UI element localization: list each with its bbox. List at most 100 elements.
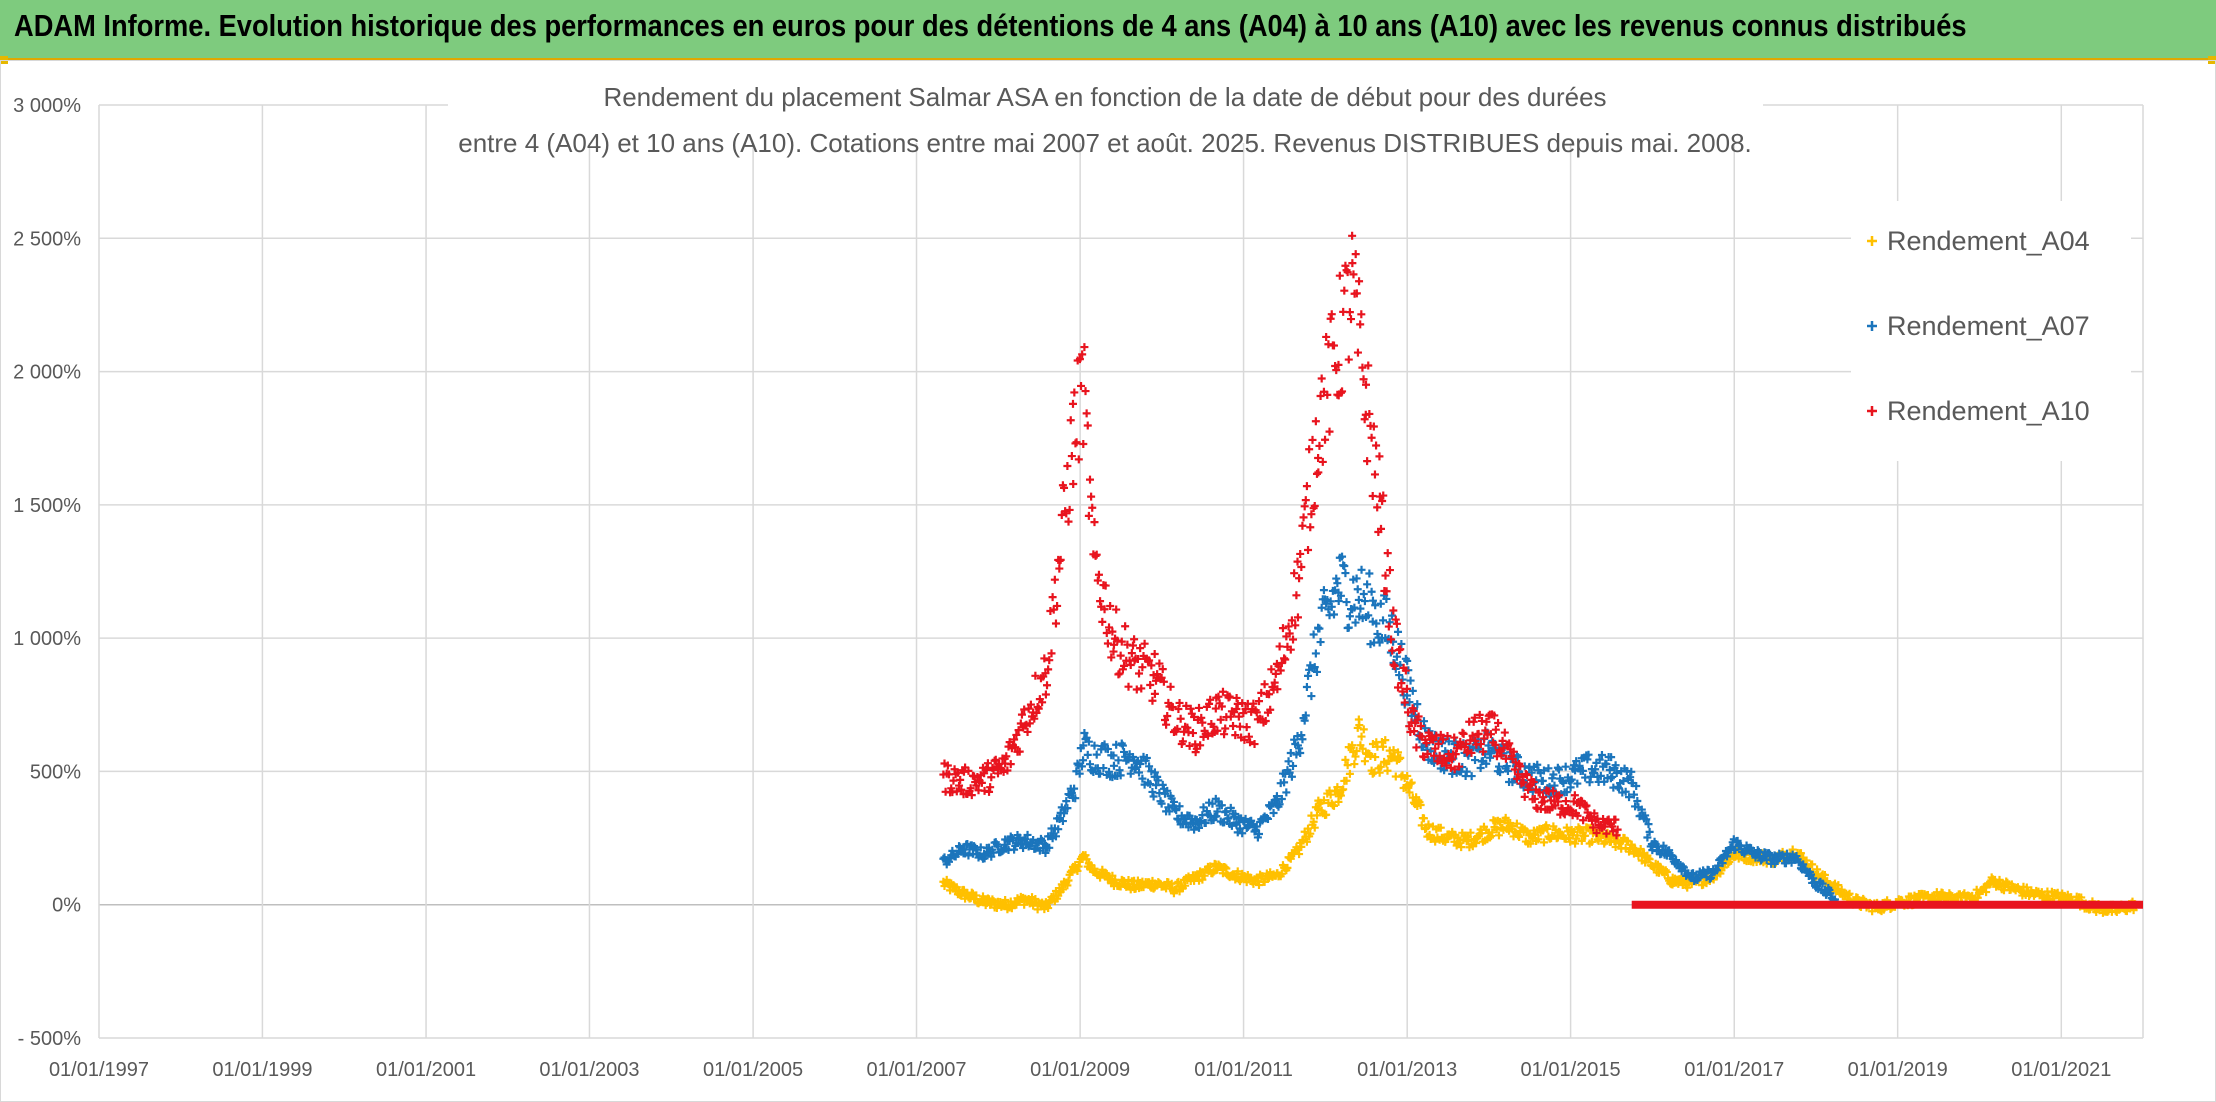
data-point <box>1160 716 1169 725</box>
data-point <box>1198 718 1207 727</box>
data-point <box>1105 623 1114 632</box>
data-point <box>1148 787 1157 796</box>
data-point <box>1174 705 1183 714</box>
data-point <box>1510 765 1519 774</box>
data-point <box>1280 778 1289 787</box>
data-point <box>1278 624 1287 633</box>
data-point <box>1024 704 1033 713</box>
data-point <box>1600 822 1609 831</box>
data-point <box>1054 825 1063 834</box>
data-point <box>1392 652 1401 661</box>
data-point <box>1397 639 1406 648</box>
data-point <box>1474 729 1483 738</box>
data-point <box>1063 804 1072 813</box>
data-point <box>1081 387 1090 396</box>
x-tick-label: 01/01/2021 <box>2011 1059 2111 1081</box>
data-point <box>1096 873 1105 882</box>
data-point <box>1514 753 1522 762</box>
data-point <box>1497 751 1506 760</box>
data-point <box>1063 462 1072 471</box>
data-point <box>1249 699 1258 708</box>
data-point <box>1461 739 1470 748</box>
data-point <box>1396 645 1405 654</box>
data-point <box>1367 587 1376 596</box>
x-tick-label: 01/01/2017 <box>1684 1059 1784 1081</box>
data-point <box>1169 797 1178 806</box>
title-background <box>448 63 1763 143</box>
data-point <box>1318 457 1327 466</box>
data-point <box>1533 760 1542 769</box>
data-point <box>1030 714 1039 723</box>
data-point <box>1475 710 1484 719</box>
data-point <box>1419 814 1428 823</box>
data-point <box>1065 505 1074 514</box>
data-point <box>1359 590 1368 599</box>
data-point <box>1379 491 1388 500</box>
header-banner: ADAM Informe. Evolution historique des p… <box>0 0 2216 60</box>
data-point <box>1392 619 1401 628</box>
y-tick-label: 3 000% <box>13 95 81 117</box>
data-point <box>1527 768 1536 777</box>
data-point <box>1446 763 1455 772</box>
data-point <box>1572 757 1581 766</box>
data-point <box>1352 574 1361 583</box>
data-point <box>1195 823 1204 832</box>
data-point <box>1100 605 1109 614</box>
data-point <box>952 787 961 796</box>
data-point <box>1295 850 1304 859</box>
data-point <box>1349 270 1358 279</box>
data-point <box>1140 639 1149 648</box>
data-point <box>1336 791 1345 800</box>
data-point <box>1302 482 1311 491</box>
data-point <box>942 875 951 884</box>
data-point <box>1345 769 1354 778</box>
data-point <box>1662 868 1671 877</box>
data-point <box>1163 786 1172 795</box>
data-point <box>1284 622 1293 631</box>
data-point <box>1045 843 1054 852</box>
data-point <box>1045 656 1054 665</box>
data-point <box>1080 343 1089 352</box>
data-point <box>1348 259 1357 268</box>
data-point <box>1372 619 1381 628</box>
data-point <box>1436 823 1445 832</box>
data-point <box>1356 604 1365 613</box>
data-point <box>1355 721 1364 730</box>
data-point <box>1287 772 1296 781</box>
data-point <box>1128 641 1137 650</box>
data-point <box>1440 766 1449 775</box>
data-point <box>1082 409 1091 418</box>
data-point <box>1365 409 1374 418</box>
chart-area: - 500% 0% 500% 1 000% 1 500% 2 000% 2 500% 3 00… <box>0 60 2216 1102</box>
data-point <box>1317 374 1326 383</box>
data-point <box>1070 784 1079 793</box>
data-point <box>1633 796 1642 805</box>
data-point <box>1006 832 1015 841</box>
data-point <box>1362 380 1371 389</box>
y-tick-label: 1 500% <box>13 495 81 517</box>
data-point <box>1058 817 1067 826</box>
data-point <box>1286 645 1295 654</box>
data-point <box>1566 837 1575 846</box>
data-point <box>1388 646 1397 655</box>
data-point <box>1084 511 1093 520</box>
data-point <box>1011 743 1020 752</box>
data-point <box>972 781 981 790</box>
data-point <box>1813 865 1822 874</box>
data-point <box>1595 755 1604 764</box>
data-point <box>1047 649 1056 658</box>
data-point <box>1185 741 1194 750</box>
data-point <box>972 845 981 854</box>
data-point <box>1096 769 1105 778</box>
data-point <box>955 781 964 790</box>
x-tick-label: 01/01/2005 <box>703 1059 803 1081</box>
data-point <box>1312 811 1321 820</box>
data-point <box>1448 769 1457 778</box>
data-point <box>1208 799 1217 808</box>
data-point <box>1383 766 1392 775</box>
data-point <box>1186 704 1195 713</box>
data-point <box>1330 610 1338 619</box>
data-point <box>1397 679 1406 688</box>
data-point <box>1534 835 1543 844</box>
data-point <box>1301 711 1310 720</box>
